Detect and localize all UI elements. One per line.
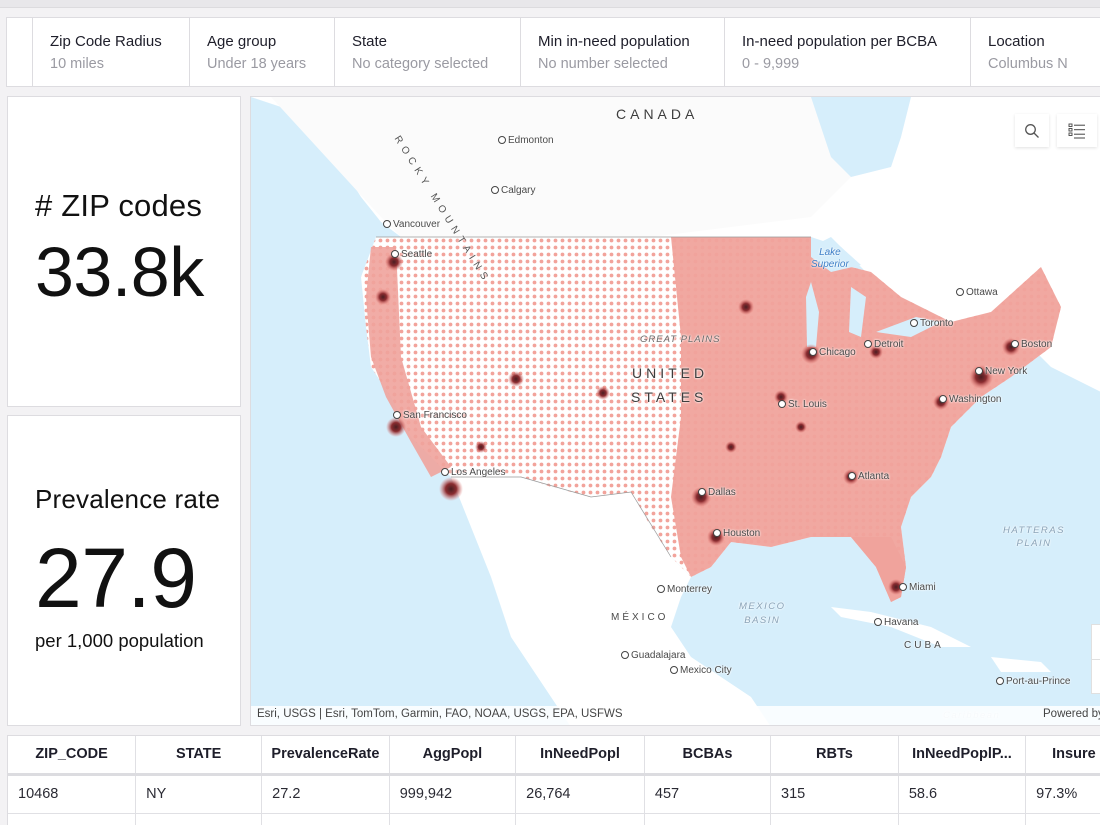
- cell-in-need-popl-per: 58.6: [898, 774, 1027, 814]
- table-header-row: ZIP_CODE STATE PrevalenceRate AggPopl In…: [8, 736, 1100, 776]
- filter-state[interactable]: State No category selected: [335, 18, 521, 86]
- attribution-text: Esri, USGS | Esri, TomTom, Garmin, FAO, …: [257, 708, 623, 720]
- legend-list-icon: [1068, 123, 1085, 138]
- city-washington: Washington: [939, 394, 1001, 405]
- city-havana: Havana: [874, 617, 918, 628]
- column-header-agg-popl[interactable]: AggPopl: [389, 736, 517, 776]
- city-los-angeles: Los Angeles: [441, 467, 506, 478]
- kpi-card-zip-codes: # ZIP codes 33.8k: [7, 96, 241, 407]
- label-lake-superior: Lake Superior: [811, 247, 849, 270]
- city-houston: Houston: [713, 528, 760, 539]
- city-monterrey: Monterrey: [657, 584, 712, 595]
- filter-title: Age group: [207, 33, 277, 50]
- kpi-value: 27.9: [35, 531, 197, 625]
- map-zoom-control[interactable]: [1091, 624, 1100, 694]
- cell-agg-popl: 999,942: [389, 774, 517, 814]
- label-hatteras-plain: HATTERAS PLAIN: [1003, 525, 1065, 549]
- kpi-value: 33.8k: [35, 233, 204, 311]
- filter-value: No number selected: [538, 56, 668, 72]
- kpi-label: Prevalence rate: [35, 484, 221, 514]
- column-header-bcbas[interactable]: BCBAs: [644, 736, 772, 776]
- filter-age-group[interactable]: Age group Under 18 years: [190, 18, 335, 86]
- cell-insured: 97.3%: [1025, 774, 1100, 814]
- cell-state: NY: [135, 774, 263, 814]
- column-header-prevalence-rate[interactable]: PrevalenceRate: [261, 736, 390, 776]
- column-header-rbts[interactable]: RBTs: [770, 736, 899, 776]
- column-header-insured[interactable]: Insure: [1025, 736, 1100, 776]
- city-detroit: Detroit: [864, 339, 903, 350]
- data-table: ZIP_CODE STATE PrevalenceRate AggPopl In…: [7, 735, 1100, 825]
- filter-bar: Zip Code Radius 10 miles Age group Under…: [6, 17, 1100, 87]
- city-chicago: Chicago: [809, 347, 856, 358]
- city-boston: Boston: [1011, 339, 1052, 350]
- map-attribution: Esri, USGS | Esri, TomTom, Garmin, FAO, …: [251, 706, 1100, 725]
- city-edmonton: Edmonton: [498, 135, 554, 146]
- filter-value: 10 miles: [50, 56, 104, 72]
- city-st-louis: St. Louis: [778, 399, 827, 410]
- label-cuba: CUBA: [904, 640, 944, 651]
- filter-in-need-per-bcba[interactable]: In-need population per BCBA 0 - 9,999: [725, 18, 971, 86]
- filter-value: Columbus N: [988, 56, 1068, 72]
- filter-zip-code-radius[interactable]: Zip Code Radius 10 miles: [33, 18, 190, 86]
- city-miami: Miami: [899, 582, 936, 593]
- city-new-york: New York: [975, 366, 1027, 377]
- city-seattle: Seattle: [391, 249, 432, 260]
- filter-title: Min in-need population: [538, 33, 690, 50]
- filter-bar-handle[interactable]: [7, 18, 33, 86]
- search-icon: [1025, 123, 1039, 138]
- cell-prevalence-rate: 27.2: [261, 774, 390, 814]
- city-guadalajara: Guadalajara: [621, 650, 685, 661]
- filter-title: Zip Code Radius: [50, 33, 162, 50]
- map-legend-button[interactable]: [1057, 114, 1097, 147]
- zoom-in-button[interactable]: [1092, 625, 1100, 660]
- kpi-label: # ZIP codes: [35, 188, 203, 223]
- column-header-state[interactable]: STATE: [135, 736, 263, 776]
- city-mexico-city: Mexico City: [670, 665, 732, 676]
- label-united: UNITED: [632, 365, 709, 381]
- column-header-in-need-popl[interactable]: InNeedPopl: [515, 736, 645, 776]
- cell-bcbas: 457: [644, 774, 772, 814]
- city-port-au-prince: Port-au-Prince: [996, 676, 1070, 687]
- city-san-francisco: San Francisco: [393, 410, 467, 421]
- label-great-plains: GREAT PLAINS: [640, 334, 721, 345]
- kpi-subtitle: per 1,000 population: [35, 630, 204, 651]
- column-header-zip-code[interactable]: ZIP_CODE: [8, 736, 137, 776]
- city-vancouver: Vancouver: [383, 219, 440, 230]
- filter-value: 0 - 9,999: [742, 56, 800, 72]
- map-view[interactable]: CANADA ROCKY MOUNTAINS Edmonton Calgary …: [250, 96, 1100, 726]
- label-mexico-basin: MEXICO BASIN: [739, 601, 786, 626]
- filter-value: No category selected: [352, 56, 489, 72]
- kpi-card-prevalence-rate: Prevalence rate 27.9 per 1,000 populatio…: [7, 415, 241, 726]
- filter-location[interactable]: Location Columbus N: [971, 18, 1100, 86]
- city-toronto: Toronto: [910, 318, 953, 329]
- table-row[interactable]: 10468 NY 27.2 999,942 26,764 457 315 58.…: [8, 774, 1100, 814]
- city-ottawa: Ottawa: [956, 287, 998, 298]
- city-calgary: Calgary: [491, 185, 535, 196]
- filter-value: Under 18 years: [207, 56, 307, 72]
- table-row[interactable]: [8, 813, 1100, 825]
- powered-by-link[interactable]: Powered by Esri: [1043, 708, 1100, 720]
- filter-min-in-need-population[interactable]: Min in-need population No number selecte…: [521, 18, 725, 86]
- cell-zip-code: 10468: [8, 774, 137, 814]
- city-atlanta: Atlanta: [848, 471, 889, 482]
- city-dallas: Dallas: [698, 487, 736, 498]
- basemap: [251, 97, 1100, 725]
- filter-title: Location: [988, 33, 1045, 50]
- label-states: STATES: [631, 389, 708, 405]
- filter-title: In-need population per BCBA: [742, 33, 938, 50]
- cell-in-need-popl: 26,764: [515, 774, 645, 814]
- label-mexico: MÉXICO: [611, 612, 669, 623]
- top-strip: [0, 0, 1100, 8]
- label-canada: CANADA: [616, 106, 699, 122]
- column-header-in-need-popl-per[interactable]: InNeedPoplP...: [898, 736, 1027, 776]
- zoom-out-button[interactable]: [1092, 660, 1100, 694]
- map-search-button[interactable]: [1015, 114, 1049, 147]
- cell-rbts: 315: [770, 774, 899, 814]
- filter-title: State: [352, 33, 388, 50]
